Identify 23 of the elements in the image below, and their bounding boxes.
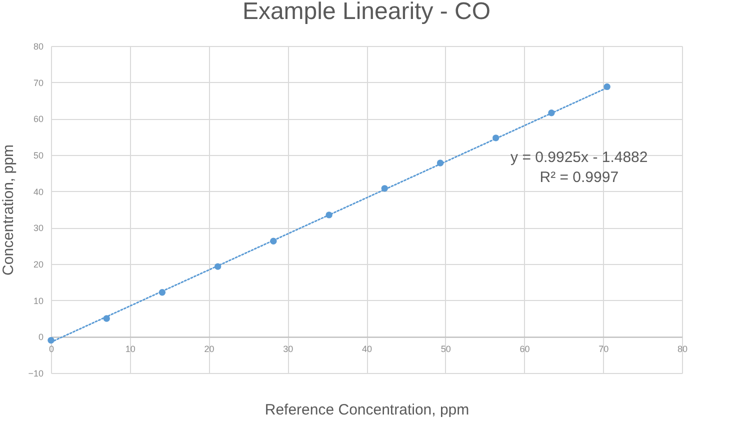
y-tick-label: 20: [33, 260, 44, 270]
x-tick-label: 20: [204, 344, 214, 354]
chart-title: Example Linearity - CO: [242, 0, 491, 25]
annotation: y = 0.9925x - 1.4882: [510, 149, 648, 166]
x-tick-label: 70: [598, 344, 609, 354]
x-tick-label: 40: [362, 344, 372, 354]
annotation: R² = 0.9997: [540, 169, 619, 186]
y-tick-label: 60: [33, 114, 44, 124]
y-tick-label: 80: [33, 42, 44, 52]
y-tick-label: 30: [33, 223, 44, 234]
x-tick-label: 0: [48, 344, 54, 354]
x-tick-label: 10: [125, 344, 136, 354]
x-tick-label: 60: [520, 344, 530, 354]
y-tick-label: 40: [33, 186, 44, 197]
y-tick-label: 10: [33, 296, 44, 306]
x-tick-label: 30: [283, 344, 294, 354]
y-tick-label: 70: [33, 78, 44, 88]
y-tick-label: −10: [28, 368, 44, 378]
y-axis-title: Concentration, ppm: [0, 144, 18, 276]
x-tick-label: 80: [677, 344, 688, 354]
y-tick-label: 0: [38, 332, 44, 342]
x-tick-label: 50: [440, 344, 451, 354]
y-tick-label: 50: [33, 150, 44, 160]
